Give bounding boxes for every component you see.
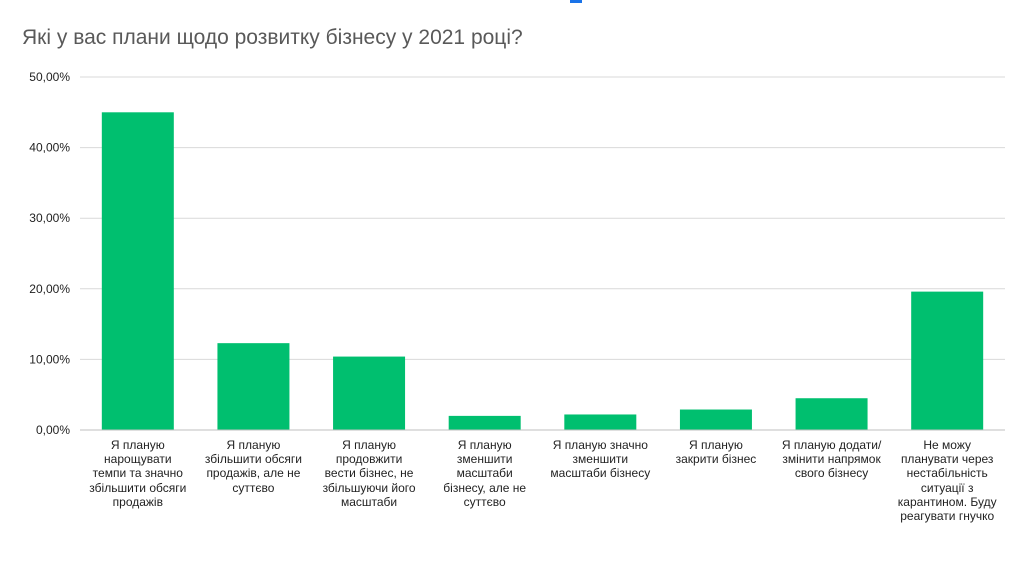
- top-accent-bar: [570, 0, 582, 3]
- y-tick-label: 50,00%: [29, 70, 70, 84]
- bar: [448, 415, 521, 430]
- bar: [101, 112, 174, 431]
- bar: [333, 356, 406, 430]
- x-category-label: Я планую продовжити вести бізнес, не збі…: [322, 438, 416, 509]
- x-category-label: Я планую зменшити масштаби бізнесу, але …: [443, 438, 527, 509]
- bar: [564, 414, 637, 430]
- chart-title: Які у вас плани щодо розвитку бізнесу у …: [22, 26, 523, 49]
- y-tick-label: 10,00%: [29, 352, 70, 366]
- x-category-label: Я планую закрити бізнес: [675, 438, 757, 467]
- bar: [911, 291, 984, 430]
- bars: [101, 112, 984, 431]
- y-tick-label: 30,00%: [29, 211, 70, 225]
- x-category-label: Я планую нарощувати темпи та значно збіл…: [89, 438, 187, 509]
- y-tick-label: 0,00%: [36, 423, 70, 437]
- x-category-label: Я планую збільшити обсяги продажів, але …: [204, 438, 302, 495]
- x-category-label: Я планую значно зменшити масштаби бізнес…: [550, 438, 651, 481]
- y-tick-label: 40,00%: [29, 141, 70, 155]
- y-axis-tick-labels: 0,00% 10,00% 20,00% 30,00% 40,00% 50,00%: [29, 70, 70, 437]
- y-tick-label: 20,00%: [29, 282, 70, 296]
- gridlines: [80, 76, 1005, 360]
- x-category-label: Не можу планувати через нестабільність с…: [897, 438, 997, 524]
- x-category-label: Я планую додати/змінити напрямок свого б…: [781, 438, 882, 481]
- bar: [679, 409, 752, 430]
- bar: [217, 343, 290, 430]
- bar: [795, 398, 868, 430]
